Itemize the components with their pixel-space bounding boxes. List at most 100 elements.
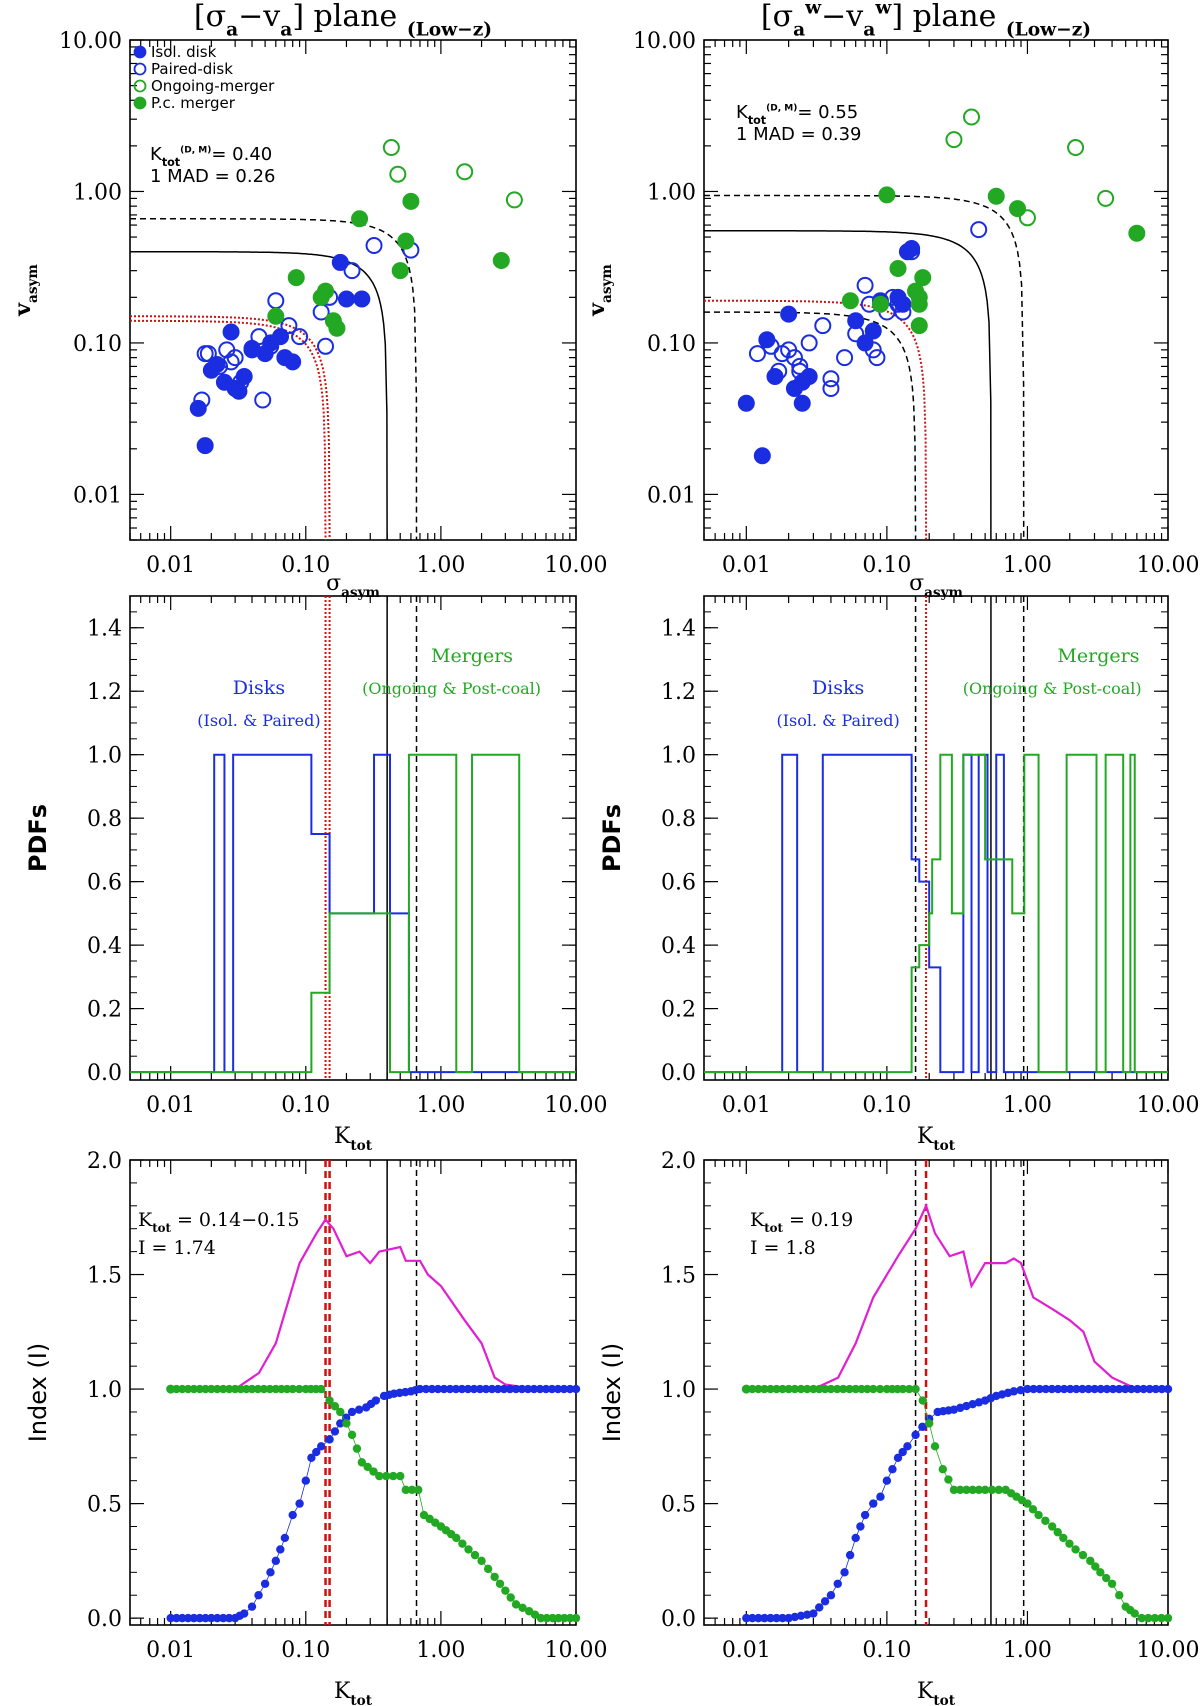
- cumulative-line-blue: [746, 1388, 1168, 1619]
- cumulative-point-blue: [260, 1579, 270, 1588]
- cumulative-point-green: [930, 1442, 940, 1451]
- data-point-paired-disk: [222, 353, 240, 371]
- data-point-p-c-merger: [351, 210, 369, 228]
- cumulative-point-green: [962, 1485, 971, 1495]
- cumulative-point-green: [911, 1384, 920, 1394]
- cumulative-point-blue: [325, 1435, 334, 1444]
- cumulative-point-green: [166, 1384, 175, 1394]
- cumulative-point-green: [253, 1384, 263, 1394]
- cumulative-point-green: [363, 1462, 372, 1472]
- index-y-tick-label: 0.5: [87, 1493, 122, 1518]
- cumulative-point-blue: [266, 1568, 275, 1577]
- cumulative-point-blue: [499, 1384, 509, 1394]
- cumulative-point-green: [809, 1384, 818, 1394]
- cumulative-point-green: [820, 1384, 830, 1394]
- mergers-label: Mergers: [431, 645, 513, 667]
- index-x-tick-label: 0.10: [862, 1638, 911, 1663]
- cumulative-point-blue: [295, 1499, 304, 1508]
- data-point-ongoing-merger: [456, 163, 474, 181]
- data-point-paired-disk: [791, 357, 809, 375]
- data-point-ongoing-merger: [389, 165, 407, 183]
- cumulative-point-blue: [1035, 1384, 1044, 1394]
- data-point-paired-disk: [864, 341, 882, 359]
- cumulative-point-green: [869, 1384, 878, 1394]
- cumulative-point-blue: [445, 1384, 455, 1394]
- index-x-tick-label: 0.01: [722, 1638, 771, 1663]
- scatter-y-tick-label: 0.10: [647, 332, 696, 357]
- data-point-paired-disk: [267, 292, 285, 310]
- cumulative-point-green: [772, 1384, 781, 1394]
- cumulative-point-blue: [1151, 1384, 1160, 1394]
- cumulative-point-blue: [1127, 1384, 1136, 1394]
- data-point-p-c-merger: [397, 232, 415, 250]
- data-point-paired-disk: [836, 349, 854, 367]
- cumulative-point-green: [875, 1384, 885, 1394]
- pdf-y-tick-label: 1.4: [661, 617, 696, 642]
- threshold-curve: [704, 230, 992, 541]
- data-point-p-c-merger: [402, 192, 420, 210]
- cumulative-point-green: [748, 1384, 757, 1394]
- cumulative-point-blue: [239, 1609, 249, 1618]
- cumulative-point-green: [857, 1384, 866, 1394]
- cumulative-point-green: [369, 1467, 378, 1476]
- scatter-y-tick-label: 0.01: [73, 483, 122, 508]
- index-curve: [746, 1202, 1168, 1391]
- cumulative-point-blue: [316, 1442, 326, 1451]
- cumulative-point-blue: [529, 1384, 539, 1394]
- pdf-y-tick-label: 0.8: [661, 807, 696, 832]
- data-point-ongoing-merger: [1067, 139, 1085, 157]
- data-point-p-c-merger: [914, 269, 932, 287]
- cumulative-point-blue: [809, 1609, 818, 1618]
- cumulative-point-green: [542, 1613, 551, 1623]
- ktot-annotation: Ktot(D, M)= 0.55: [736, 102, 858, 127]
- cumulative-point-green: [994, 1485, 1004, 1495]
- y-axis-label: Index (I): [598, 1343, 626, 1443]
- cumulative-point-green: [477, 1556, 486, 1566]
- cumulative-point-green: [1028, 1505, 1038, 1514]
- cumulative-point-blue: [247, 1602, 257, 1611]
- cumulative-point-green: [316, 1384, 326, 1394]
- index-x-tick-label: 0.01: [146, 1638, 195, 1663]
- cumulative-point-blue: [347, 1407, 357, 1417]
- cumulative-point-blue: [541, 1384, 551, 1394]
- data-point-p-c-merger: [841, 292, 859, 310]
- cumulative-point-green: [495, 1579, 505, 1588]
- data-point-paired-disk: [770, 362, 788, 380]
- data-point-p-c-merger: [987, 187, 1005, 205]
- cumulative-point-green: [470, 1550, 480, 1560]
- scatter-plane-2-frame: [703, 39, 1169, 541]
- cumulative-point-green: [766, 1384, 775, 1394]
- cumulative-point-blue: [1053, 1384, 1063, 1394]
- cumulative-point-blue: [1029, 1384, 1038, 1394]
- data-point-paired-disk: [822, 370, 840, 388]
- cumulative-point-green: [845, 1384, 854, 1394]
- data-point-p-c-merger: [267, 307, 285, 325]
- cumulative-point-blue: [1084, 1384, 1093, 1394]
- data-point-ongoing-merger: [505, 191, 523, 209]
- scatter-y-tick-label: 10.00: [59, 29, 122, 54]
- cumulative-point-green: [974, 1485, 984, 1495]
- cumulative-point-green: [1071, 1545, 1080, 1554]
- cumulative-point-green: [839, 1384, 848, 1394]
- data-point-ongoing-merger: [1018, 209, 1036, 227]
- pdf-x-tick-label: 1.00: [1003, 1093, 1052, 1118]
- scatter-x-tick-label: 10.00: [545, 553, 608, 578]
- cumulative-point-green: [195, 1384, 204, 1394]
- cumulative-point-green: [796, 1384, 806, 1394]
- pdf-y-tick-label: 0.4: [87, 934, 122, 959]
- data-point-isol-disk: [189, 399, 207, 417]
- data-point-isol-disk: [864, 322, 882, 340]
- cumulative-point-blue: [1059, 1384, 1069, 1394]
- cumulative-point-green: [548, 1613, 557, 1623]
- cumulative-point-green: [401, 1485, 411, 1495]
- cumulative-point-green: [511, 1600, 521, 1609]
- cumulative-line-blue: [170, 1388, 576, 1619]
- disks-sublabel: (Isol. & Paired): [776, 711, 899, 730]
- y-axis-label: Index (I): [24, 1343, 52, 1443]
- data-point-ongoing-merger: [963, 108, 981, 126]
- threshold-curve-red: [130, 315, 331, 541]
- index-y-tick-label: 1.5: [661, 1264, 696, 1289]
- cumulative-point-green: [1144, 1613, 1153, 1623]
- cumulative-point-green: [1078, 1550, 1088, 1560]
- data-point-paired-disk: [254, 391, 272, 409]
